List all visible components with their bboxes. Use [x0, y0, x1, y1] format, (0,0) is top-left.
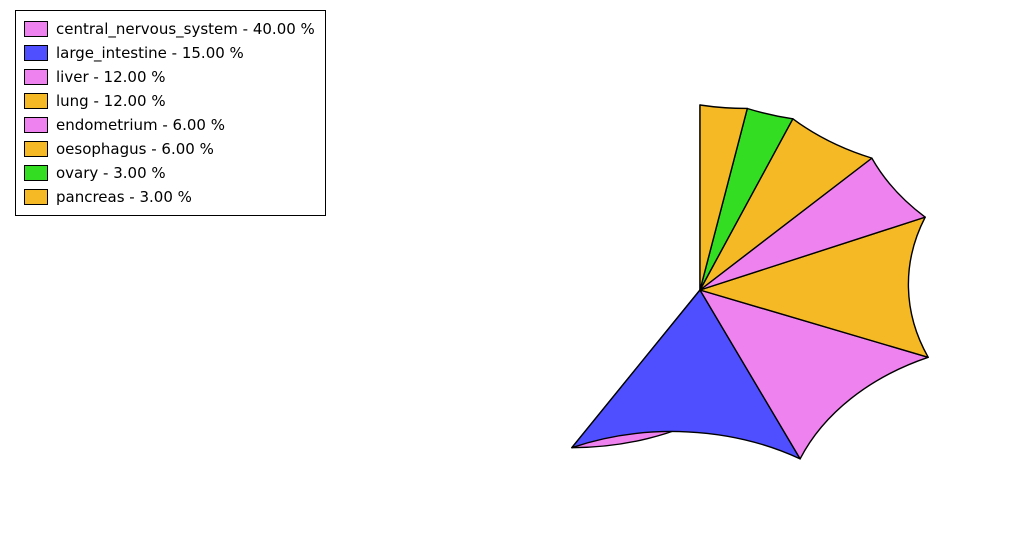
legend-item: large_intestine - 15.00 %	[24, 41, 315, 65]
legend-label: lung - 12.00 %	[56, 92, 166, 110]
legend-item: oesophagus - 6.00 %	[24, 137, 315, 161]
legend-swatch	[24, 45, 48, 61]
legend-label: pancreas - 3.00 %	[56, 188, 192, 206]
legend-swatch	[24, 21, 48, 37]
legend-label: oesophagus - 6.00 %	[56, 140, 214, 158]
legend-swatch	[24, 93, 48, 109]
legend-label: ovary - 3.00 %	[56, 164, 166, 182]
legend-label: endometrium - 6.00 %	[56, 116, 225, 134]
legend-item: pancreas - 3.00 %	[24, 185, 315, 209]
legend: central_nervous_system - 40.00 % large_in…	[15, 10, 326, 216]
pie-svg: 401512126633	[452, 102, 948, 478]
legend-swatch	[24, 141, 48, 157]
legend-label: liver - 12.00 %	[56, 68, 166, 86]
legend-label: central_nervous_system - 40.00 %	[56, 20, 315, 38]
legend-swatch	[24, 69, 48, 85]
legend-item: central_nervous_system - 40.00 %	[24, 17, 315, 41]
legend-item: liver - 12.00 %	[24, 65, 315, 89]
legend-item: lung - 12.00 %	[24, 89, 315, 113]
legend-label: large_intestine - 15.00 %	[56, 44, 244, 62]
legend-item: ovary - 3.00 %	[24, 161, 315, 185]
legend-swatch	[24, 189, 48, 205]
pie-chart: 401512126633	[452, 102, 948, 478]
legend-swatch	[24, 117, 48, 133]
legend-swatch	[24, 165, 48, 181]
legend-item: endometrium - 6.00 %	[24, 113, 315, 137]
